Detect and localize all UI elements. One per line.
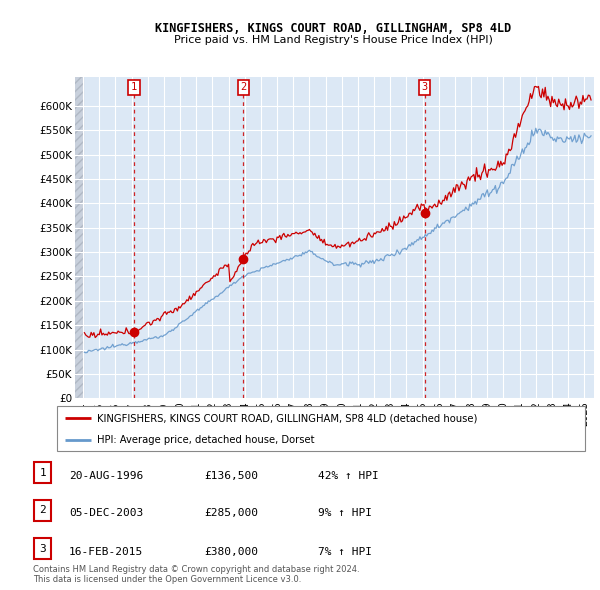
Text: 16-FEB-2015: 16-FEB-2015	[69, 547, 143, 556]
Text: 2: 2	[241, 83, 247, 93]
FancyBboxPatch shape	[57, 406, 585, 451]
Text: 9% ↑ HPI: 9% ↑ HPI	[318, 509, 372, 518]
Text: 7% ↑ HPI: 7% ↑ HPI	[318, 547, 372, 556]
Text: KINGFISHERS, KINGS COURT ROAD, GILLINGHAM, SP8 4LD: KINGFISHERS, KINGS COURT ROAD, GILLINGHA…	[155, 22, 511, 35]
Text: £285,000: £285,000	[204, 509, 258, 518]
Text: 1: 1	[131, 83, 137, 93]
FancyBboxPatch shape	[34, 538, 51, 559]
Text: HPI: Average price, detached house, Dorset: HPI: Average price, detached house, Dors…	[97, 435, 314, 445]
Text: Price paid vs. HM Land Registry's House Price Index (HPI): Price paid vs. HM Land Registry's House …	[173, 35, 493, 45]
Text: 42% ↑ HPI: 42% ↑ HPI	[318, 471, 379, 480]
Text: £380,000: £380,000	[204, 547, 258, 556]
FancyBboxPatch shape	[34, 462, 51, 483]
Text: 3: 3	[421, 83, 428, 93]
Text: 20-AUG-1996: 20-AUG-1996	[69, 471, 143, 480]
Text: 2: 2	[39, 506, 46, 515]
Polygon shape	[75, 77, 83, 398]
Text: 1: 1	[39, 468, 46, 477]
Text: KINGFISHERS, KINGS COURT ROAD, GILLINGHAM, SP8 4LD (detached house): KINGFISHERS, KINGS COURT ROAD, GILLINGHA…	[97, 413, 477, 423]
FancyBboxPatch shape	[34, 500, 51, 521]
Text: £136,500: £136,500	[204, 471, 258, 480]
Text: 3: 3	[39, 544, 46, 553]
Text: This data is licensed under the Open Government Licence v3.0.: This data is licensed under the Open Gov…	[33, 575, 301, 584]
Text: Contains HM Land Registry data © Crown copyright and database right 2024.: Contains HM Land Registry data © Crown c…	[33, 565, 359, 574]
Text: 05-DEC-2003: 05-DEC-2003	[69, 509, 143, 518]
